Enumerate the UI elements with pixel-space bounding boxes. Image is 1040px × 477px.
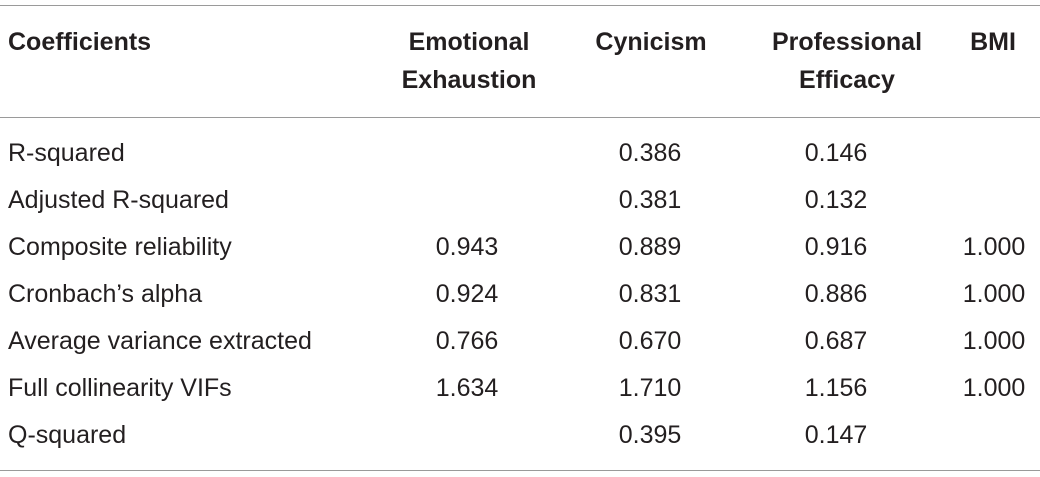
cell-value: 1.000 (962, 327, 1026, 355)
column-header: Emotional (408, 28, 530, 56)
row-label: Average variance extracted (8, 327, 312, 355)
column-header: Cynicism (595, 28, 707, 56)
cell-value: 0.889 (618, 233, 682, 261)
column-header: BMI (970, 28, 1016, 56)
cell-value: 0.916 (804, 233, 868, 261)
cell-value: 0.687 (804, 327, 868, 355)
cell-value: 0.147 (804, 421, 868, 449)
cell-value: 0.943 (435, 233, 499, 261)
cell-value: 1.156 (804, 374, 868, 402)
header-rule (0, 117, 1040, 118)
row-label: R-squared (8, 139, 125, 167)
cell-value: 0.395 (618, 421, 682, 449)
cell-value: 1.000 (962, 233, 1026, 261)
cell-value: 1.634 (435, 374, 499, 402)
cell-value: 0.924 (435, 280, 499, 308)
column-header: Exhaustion (401, 66, 537, 94)
cell-value: 1.710 (618, 374, 682, 402)
column-header: Efficacy (799, 66, 895, 94)
cell-value: 0.132 (804, 186, 868, 214)
row-label: Full collinearity VIFs (8, 374, 232, 402)
bottom-rule (0, 470, 1040, 471)
cell-value: 0.386 (618, 139, 682, 167)
row-label: Q-squared (8, 421, 127, 449)
cell-value: 0.831 (618, 280, 682, 308)
row-label: Cronbach’s alpha (8, 280, 203, 308)
column-header: Coefficients (8, 28, 152, 56)
column-header: Professional (771, 28, 923, 56)
cell-value: 0.670 (618, 327, 682, 355)
row-label: Adjusted R-squared (8, 186, 229, 214)
cell-value: 1.000 (962, 280, 1026, 308)
cell-value: 0.146 (804, 139, 868, 167)
top-rule (0, 5, 1040, 6)
cell-value: 1.000 (962, 374, 1026, 402)
cell-value: 0.766 (435, 327, 499, 355)
cell-value: 0.381 (618, 186, 682, 214)
row-label: Composite reliability (8, 233, 232, 261)
cell-value: 0.886 (804, 280, 868, 308)
